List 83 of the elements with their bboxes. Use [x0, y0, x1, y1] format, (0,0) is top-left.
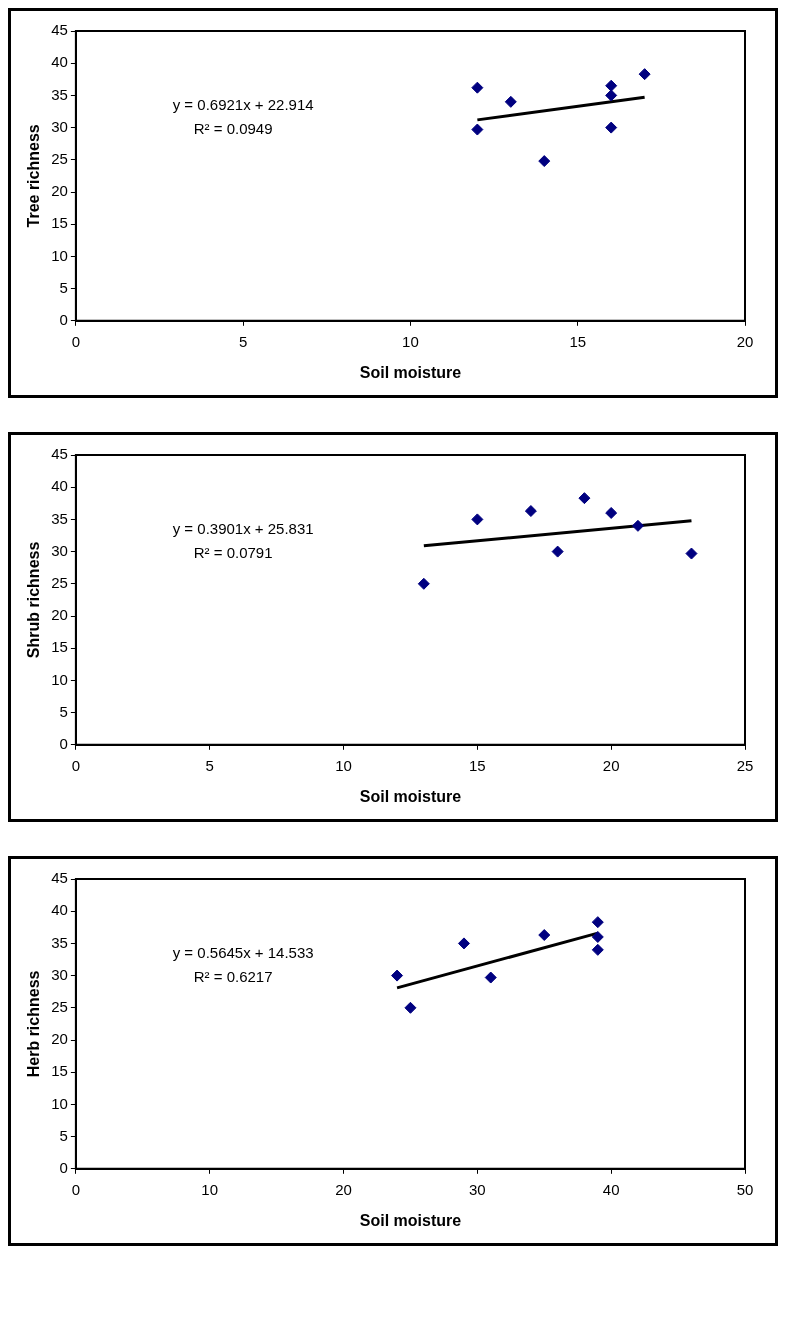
point	[538, 929, 551, 942]
y-tick-label: 30	[51, 541, 68, 559]
point	[605, 506, 618, 519]
y-tick-label: 25	[51, 573, 68, 591]
x-tick-label: 40	[602, 1180, 620, 1198]
y-axis-title: Shrub richness	[25, 541, 43, 659]
y-tick-label: 5	[59, 1126, 68, 1144]
point	[578, 492, 591, 505]
point	[524, 505, 537, 518]
y-tick-label: 5	[59, 278, 68, 296]
annotation: R² = 0.6217	[193, 968, 273, 986]
annotation: R² = 0.0949	[193, 120, 273, 138]
point	[391, 969, 404, 982]
y-tick-label: 20	[51, 606, 68, 624]
point	[605, 79, 618, 92]
point	[471, 81, 484, 94]
y-tick-label: 15	[51, 638, 68, 656]
annotation: y = 0.3901x + 25.831	[172, 520, 314, 538]
y-tick-label: 30	[51, 117, 68, 135]
x-tick-label: 10	[201, 1180, 219, 1198]
y-tick-label: 30	[51, 965, 68, 983]
y-tick-label: 35	[51, 509, 68, 527]
point	[404, 1001, 417, 1014]
point	[685, 547, 698, 560]
x-tick-label: 0	[71, 1180, 81, 1198]
x-tick-label: 10	[402, 332, 419, 350]
point	[605, 121, 618, 134]
y-tick-label: 20	[51, 1030, 68, 1048]
y-tick-label: 0	[59, 310, 68, 328]
point	[484, 971, 497, 984]
y-tick-label: 15	[51, 1062, 68, 1080]
x-tick-label: 30	[469, 1180, 486, 1198]
y-tick-label: 35	[51, 933, 68, 951]
y-tick-label: 10	[51, 670, 68, 688]
y-tick-label: 45	[51, 869, 68, 887]
x-tick-label: 5	[238, 332, 248, 350]
x-tick-label: 50	[736, 1180, 754, 1198]
x-tick-label: 20	[335, 1180, 352, 1198]
y-tick-label: 10	[51, 1094, 68, 1112]
y-tick-label: 20	[51, 182, 68, 200]
y-tick-label: 45	[51, 445, 68, 463]
point	[591, 930, 604, 943]
point	[631, 519, 644, 532]
y-tick-label: 0	[59, 1158, 68, 1176]
x-axis-title: Soil moisture	[359, 363, 462, 381]
x-axis-title: Soil moisture	[359, 1211, 462, 1229]
point	[638, 68, 651, 81]
y-axis-title: Tree richness	[25, 124, 43, 228]
point	[471, 123, 484, 136]
y-axis-title: Herb richness	[25, 970, 43, 1078]
x-tick-label: 0	[71, 756, 81, 774]
y-tick-label: 40	[51, 477, 68, 495]
y-tick-label: 40	[51, 901, 68, 919]
point	[471, 513, 484, 526]
y-tick-label: 10	[51, 246, 68, 264]
y-tick-label: 0	[59, 734, 68, 752]
annotation: y = 0.5645x + 14.533	[172, 944, 314, 962]
point	[417, 577, 430, 590]
x-tick-label: 20	[736, 332, 754, 350]
x-tick-label: 20	[602, 756, 620, 774]
x-tick-label: 0	[71, 332, 81, 350]
point	[457, 937, 470, 950]
point	[591, 916, 604, 929]
y-tick-label: 15	[51, 214, 68, 232]
x-tick-label: 15	[569, 332, 587, 350]
point	[591, 943, 604, 956]
point	[605, 89, 618, 102]
annotation: y = 0.6921x + 22.914	[172, 96, 314, 114]
x-tick-label: 25	[736, 756, 754, 774]
x-tick-label: 10	[335, 756, 352, 774]
point	[551, 545, 564, 558]
y-tick-label: 45	[51, 21, 68, 39]
x-axis-title: Soil moisture	[359, 787, 462, 805]
y-tick-label: 40	[51, 53, 68, 71]
y-tick-label: 35	[51, 85, 68, 103]
point	[538, 155, 551, 168]
y-tick-label: 5	[59, 702, 68, 720]
y-tick-label: 25	[51, 997, 68, 1015]
point	[504, 95, 517, 108]
x-tick-label: 5	[205, 756, 214, 774]
annotation: R² = 0.0791	[193, 544, 273, 562]
x-tick-label: 15	[469, 756, 486, 774]
y-tick-label: 25	[51, 149, 68, 167]
